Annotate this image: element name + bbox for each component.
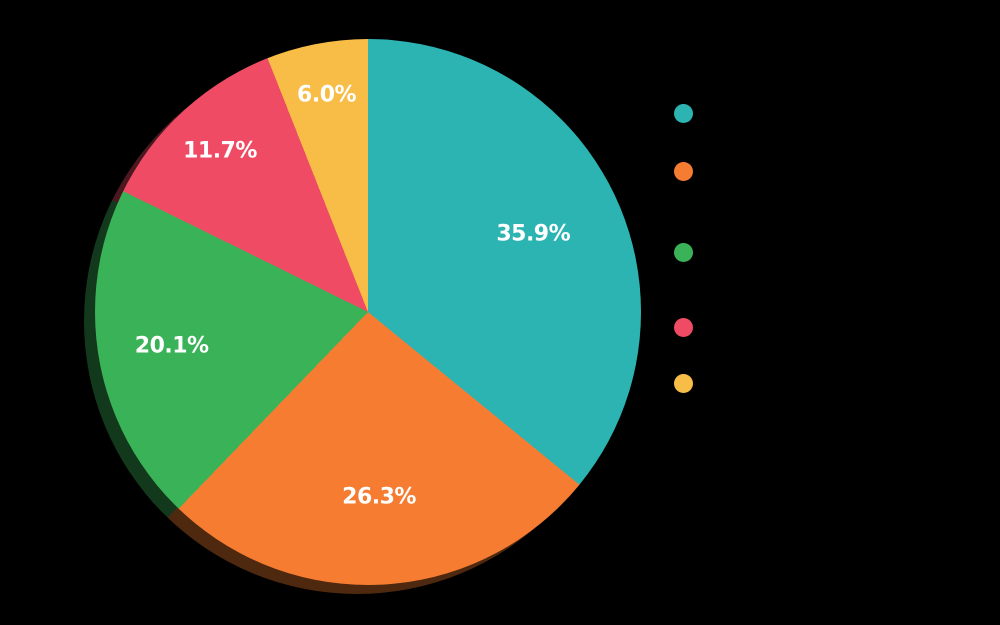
legend-dot xyxy=(673,161,693,181)
legend-dot xyxy=(673,242,693,262)
legend-dot xyxy=(673,317,693,337)
legend-dot xyxy=(673,103,693,123)
slice-label: 11.7% xyxy=(183,138,257,164)
slice-label: 6.0% xyxy=(297,82,357,108)
pie-chart xyxy=(95,39,641,585)
legend-dot xyxy=(673,373,693,393)
slice-label: 35.9% xyxy=(496,221,571,247)
slice-label: 26.3% xyxy=(342,484,416,510)
slice-label: 20.1% xyxy=(134,333,209,359)
